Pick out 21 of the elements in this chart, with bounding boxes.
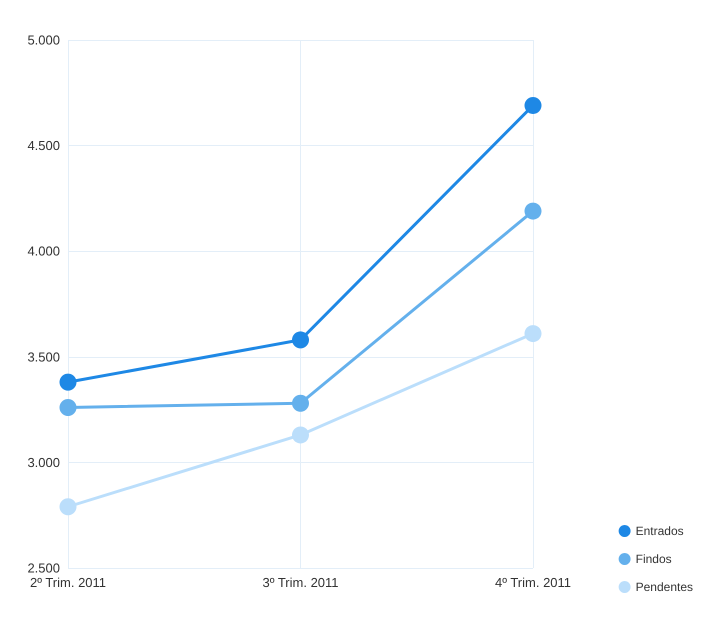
point <box>292 426 309 444</box>
point <box>60 498 76 516</box>
point <box>524 325 542 342</box>
y-tick-label: 3.500 <box>27 349 60 364</box>
y-tick-label: 3.000 <box>27 454 60 470</box>
point <box>292 331 309 348</box>
legend-label: Findos <box>636 552 672 566</box>
point <box>524 202 542 220</box>
y-tick-label: 2.500 <box>27 560 60 576</box>
x-tick-label: 4º Trim. 2011 <box>494 575 572 590</box>
y-tick-label: 5.000 <box>27 32 60 48</box>
point <box>524 96 542 114</box>
point <box>60 398 76 416</box>
point <box>60 374 76 391</box>
y-tick-label: 4.000 <box>27 244 60 259</box>
x-tick-label: 2º Trim. 2011 <box>30 575 106 590</box>
y-tick-label: 4.500 <box>27 138 60 154</box>
point <box>292 394 309 412</box>
x-tick-label: 3º Trim. 2011 <box>262 575 339 590</box>
legend-label: Pendentes <box>636 580 694 594</box>
legend-label: Entrados <box>636 524 684 538</box>
